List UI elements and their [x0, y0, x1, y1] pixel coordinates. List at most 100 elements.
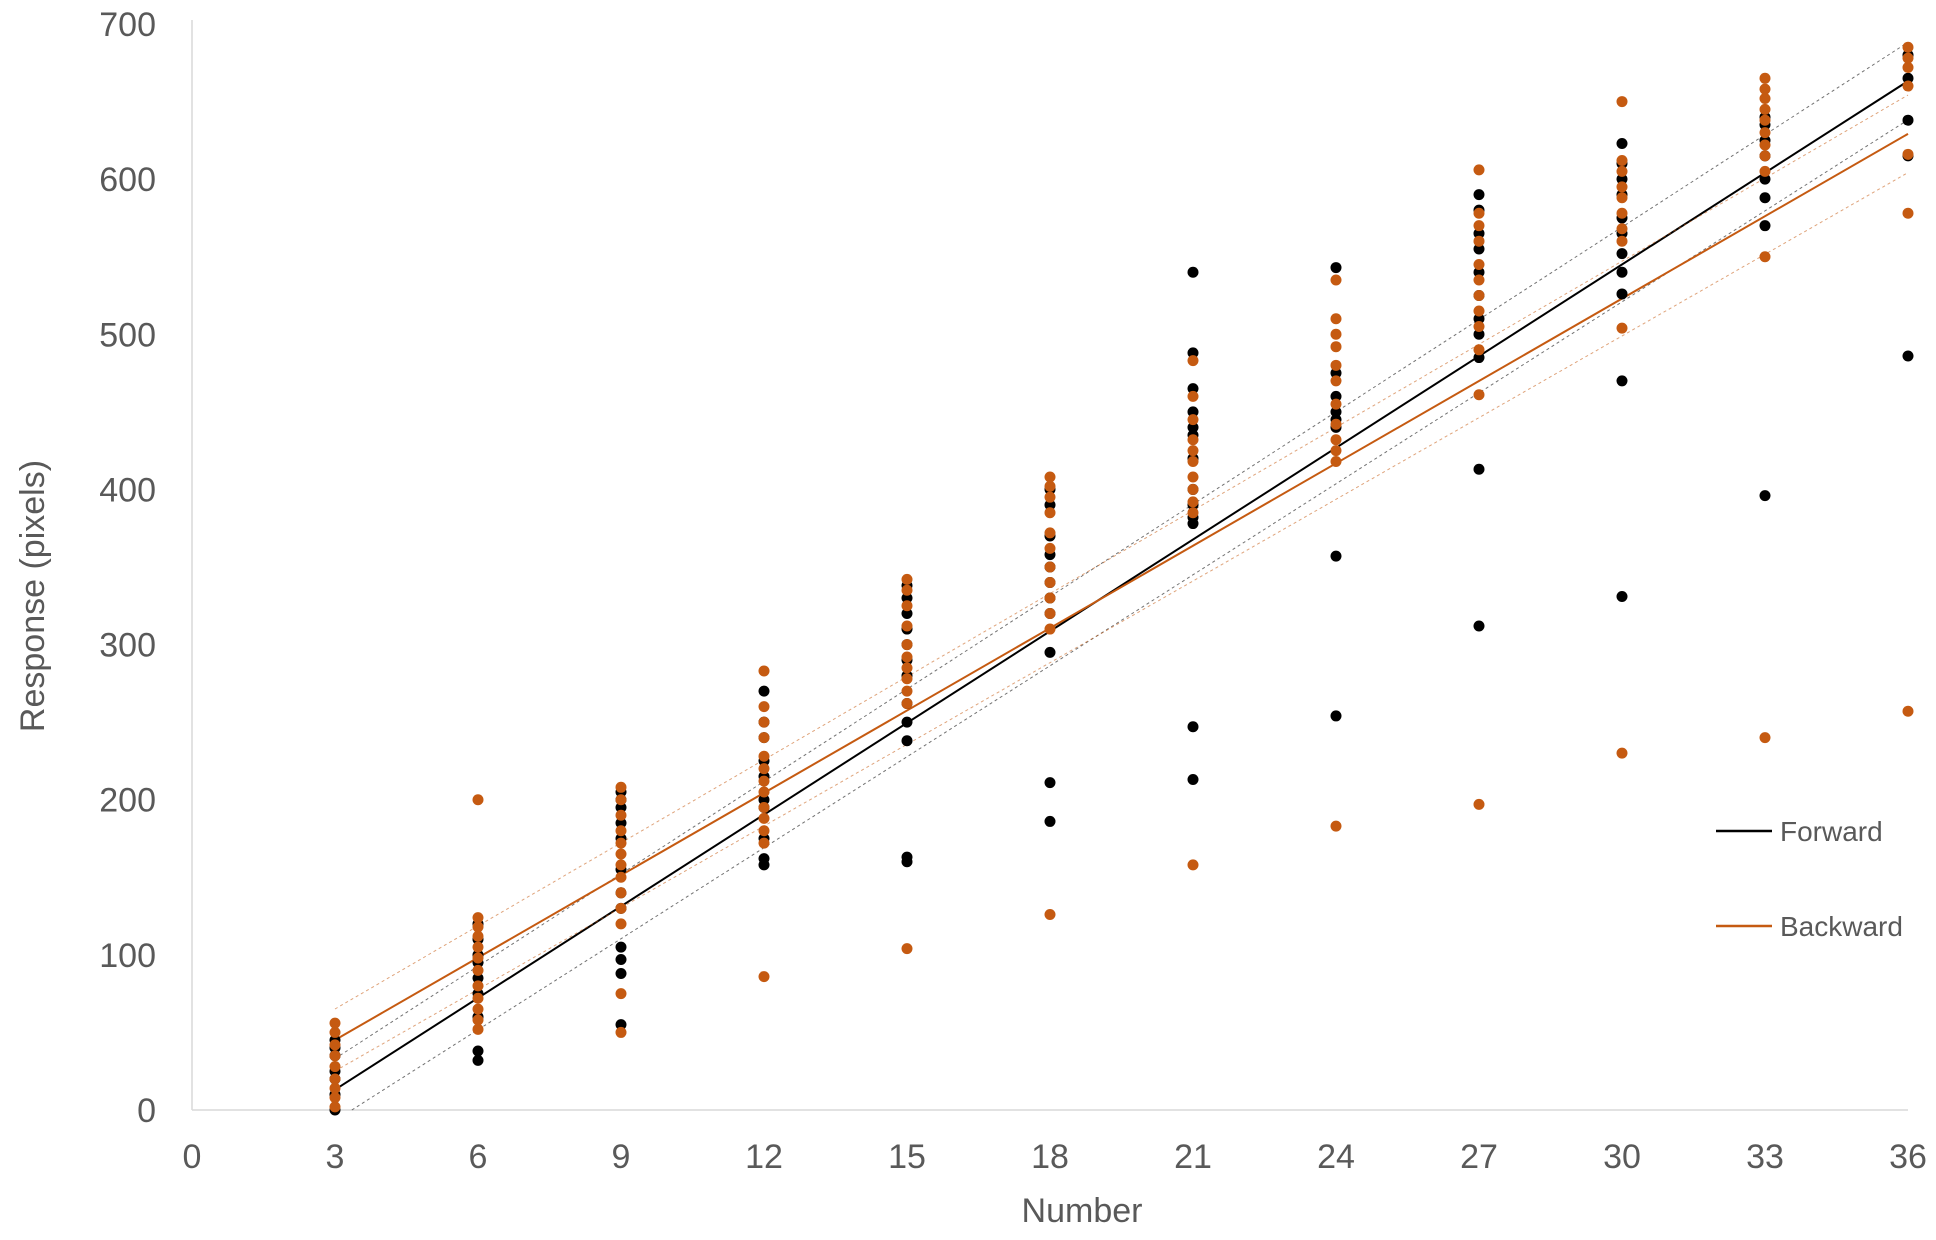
data-point-forward [1759, 173, 1771, 185]
data-point-backward [758, 825, 770, 837]
data-point-forward [1187, 406, 1199, 418]
data-point-backward [1044, 491, 1056, 503]
data-point-forward [1330, 367, 1342, 379]
data-point-backward [1187, 355, 1199, 367]
data-point-forward [1473, 620, 1485, 632]
data-point-backward [1187, 414, 1199, 426]
data-point-forward [1902, 114, 1914, 126]
data-point-backward [1616, 235, 1628, 247]
data-point-backward [1473, 798, 1485, 810]
data-point-forward [1473, 189, 1485, 201]
data-point-backward [615, 825, 627, 837]
data-point-backward [1187, 456, 1199, 468]
data-point-backward [472, 964, 484, 976]
data-point-backward [1902, 52, 1914, 64]
data-point-forward [615, 817, 627, 829]
data-point-backward [1759, 72, 1771, 84]
trendlines [334, 41, 1909, 1111]
data-point-backward [1473, 220, 1485, 232]
y-tick-label: 400 [99, 471, 156, 509]
data-point-backward [1044, 592, 1056, 604]
data-point-backward [1616, 165, 1628, 177]
data-point-forward [1759, 220, 1771, 232]
data-point-backward [758, 763, 770, 775]
data-point-backward [615, 781, 627, 793]
data-point-backward [615, 837, 627, 849]
data-point-forward [901, 592, 913, 604]
confidence-band-forward [334, 41, 1909, 1060]
data-point-forward [615, 954, 627, 966]
data-point-backward [1902, 705, 1914, 717]
x-tick-label: 36 [1889, 1138, 1927, 1176]
data-point-backward [758, 775, 770, 787]
data-point-backward [1044, 561, 1056, 573]
legend: Forward Backward [1716, 816, 1903, 942]
data-point-forward [901, 608, 913, 620]
y-tick-label: 300 [99, 627, 156, 665]
data-point-backward [1330, 313, 1342, 325]
data-point-backward [329, 1101, 341, 1113]
data-point-backward [1902, 80, 1914, 92]
data-point-backward [1759, 114, 1771, 126]
data-point-backward [472, 952, 484, 964]
data-point-backward [1187, 445, 1199, 457]
data-point-forward [1187, 266, 1199, 278]
data-point-backward [1902, 148, 1914, 160]
data-point-backward [758, 716, 770, 728]
data-point-backward [615, 902, 627, 914]
data-point-backward [1330, 434, 1342, 446]
x-tick-label: 6 [469, 1138, 488, 1176]
x-axis-title: Number [1022, 1192, 1143, 1230]
data-point-backward [472, 992, 484, 1004]
trendline-backward [334, 132, 1909, 1041]
data-point-backward [615, 859, 627, 871]
data-point-backward [1330, 341, 1342, 353]
data-point-backward [329, 1050, 341, 1062]
y-tick-labels: 0 100 200 300 400 500 600 700 [99, 6, 156, 1130]
x-tick-label: 15 [888, 1138, 926, 1176]
data-point-forward [615, 967, 627, 979]
x-tick-label: 30 [1603, 1138, 1641, 1176]
data-point-backward [1759, 92, 1771, 104]
data-point-backward [615, 918, 627, 930]
data-point-forward [901, 851, 913, 863]
data-point-backward [1616, 223, 1628, 235]
data-point-forward [1473, 463, 1485, 475]
x-tick-label: 33 [1746, 1138, 1784, 1176]
data-point-forward [1616, 288, 1628, 300]
data-point-backward [1044, 507, 1056, 519]
data-point-backward [1902, 61, 1914, 73]
data-point-backward [1330, 456, 1342, 468]
data-point-backward [1473, 207, 1485, 219]
data-point-backward [1187, 434, 1199, 446]
data-point-backward [1473, 274, 1485, 286]
data-point-backward [472, 980, 484, 992]
data-point-backward [1473, 164, 1485, 176]
data-point-backward [1473, 389, 1485, 401]
data-point-backward [1330, 418, 1342, 430]
data-point-backward [472, 941, 484, 953]
x-tick-label: 24 [1317, 1138, 1355, 1176]
data-points [329, 41, 1914, 1116]
data-point-backward [901, 685, 913, 697]
data-point-backward [1044, 608, 1056, 620]
data-point-backward [1473, 290, 1485, 301]
data-point-forward [1473, 313, 1485, 325]
data-point-backward [1044, 577, 1056, 589]
data-point-backward [472, 1003, 484, 1015]
data-point-forward [1759, 490, 1771, 502]
data-point-backward [901, 584, 913, 596]
data-point-backward [1473, 321, 1485, 333]
data-point-backward [329, 1026, 341, 1038]
data-point-backward [1616, 192, 1628, 204]
data-point-backward [615, 871, 627, 883]
data-point-backward [1187, 471, 1199, 483]
data-point-forward [1330, 550, 1342, 562]
data-point-forward [1330, 406, 1342, 418]
data-point-backward [329, 1092, 341, 1104]
data-point-backward [1044, 480, 1056, 492]
data-point-backward [1616, 747, 1628, 759]
data-point-forward [1616, 266, 1628, 278]
y-tick-label: 200 [99, 782, 156, 820]
y-tick-label: 100 [99, 937, 156, 975]
